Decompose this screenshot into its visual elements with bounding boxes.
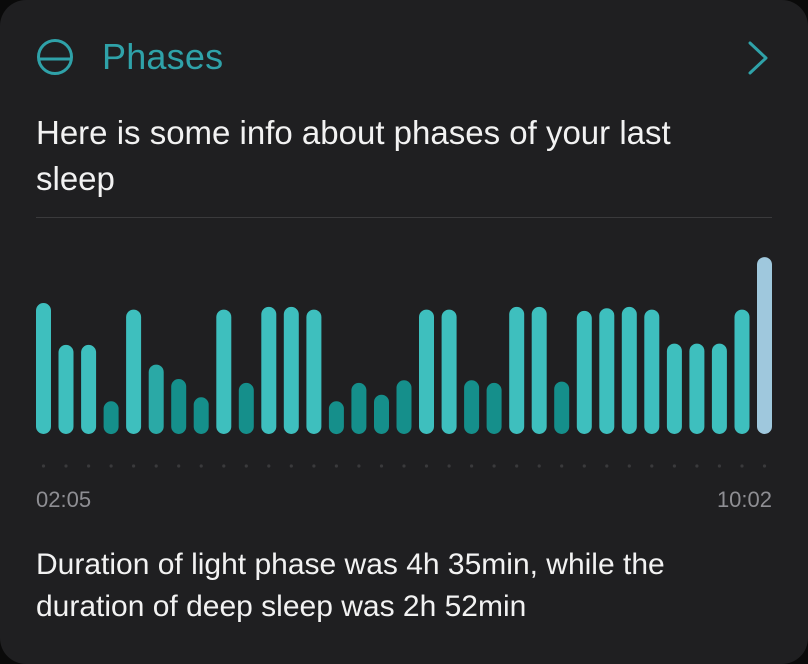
phase-bar-deep: [464, 380, 480, 434]
phase-bar-light: [419, 309, 434, 434]
timeline-tick: [132, 464, 136, 468]
timeline-tick: [267, 464, 271, 468]
timeline-tick: [312, 464, 316, 468]
phase-bar-light: [711, 343, 727, 434]
timeline-tick: [717, 464, 722, 468]
phase-bar-moderate: [148, 364, 164, 434]
timeline-tick: [289, 464, 293, 468]
phase-bar-awake: [757, 257, 772, 434]
phase-bar-deep: [374, 394, 389, 434]
phase-bar-light: [621, 306, 637, 434]
timeline-tick: [672, 464, 677, 468]
phase-bar-deep: [193, 397, 209, 434]
sleep-phase-chart: [36, 257, 772, 468]
divider: [36, 217, 772, 218]
timeline-tick: [560, 464, 564, 468]
phase-bar-light: [283, 306, 299, 434]
phase-bar-deep: [238, 382, 254, 434]
timeline-tick: [447, 464, 451, 468]
phase-bar-deep: [351, 382, 367, 434]
phase-bar-light: [509, 306, 525, 434]
timeline-tick: [379, 464, 384, 468]
phase-bar-deep: [103, 401, 119, 435]
phase-bar-light: [441, 309, 457, 434]
timeline-tick: [244, 464, 248, 468]
timeline-tick: [470, 464, 474, 468]
chart-start-time: 02:05: [36, 487, 92, 512]
phase-bar-deep: [554, 381, 570, 434]
timeline-tick: [695, 464, 699, 468]
timeline-tick: [605, 464, 609, 468]
phase-bar-deep: [396, 380, 412, 434]
timeline-tick: [87, 464, 91, 468]
timeline-tick: [357, 464, 361, 468]
timeline-tick: [515, 464, 519, 468]
timeline-tick: [762, 464, 767, 468]
timeline-tick: [627, 464, 631, 468]
phase-bar-light: [58, 344, 74, 434]
phase-bar-light: [81, 344, 97, 434]
timeline-tick: [537, 464, 541, 468]
card-title: Phases: [102, 36, 224, 77]
phase-bar-light: [666, 343, 682, 434]
phase-bar-deep: [328, 401, 344, 435]
timeline-tick: [424, 464, 429, 468]
phase-bar-light: [576, 310, 592, 434]
half-circle-icon: [37, 39, 73, 75]
timeline-tick: [154, 464, 158, 468]
timeline-tick: [222, 464, 226, 468]
timeline-tick: [199, 464, 203, 468]
timeline-tick: [177, 464, 181, 468]
phase-bar-light: [261, 306, 277, 434]
phase-bar-light: [306, 309, 322, 434]
phase-bar-deep: [171, 379, 187, 434]
card-header: Phases: [36, 34, 223, 80]
timeline-tick: [650, 464, 654, 468]
timeline-tick: [109, 464, 113, 468]
timeline-tick: [41, 464, 46, 468]
timeline-tick: [740, 464, 744, 468]
card-subtitle: Here is some info about phases of your l…: [36, 114, 671, 197]
phase-bar-light: [216, 309, 232, 434]
chevron-right-icon[interactable]: [746, 40, 770, 76]
phase-bar-light: [734, 309, 750, 434]
timeline-tick: [582, 464, 586, 468]
timeline-tick: [64, 464, 68, 468]
timeline-tick: [402, 464, 406, 468]
phase-bar-light: [644, 309, 660, 434]
phase-summary: Duration of light phase was 4h 35min, wh…: [36, 548, 665, 623]
phase-bar-light: [531, 306, 547, 434]
phase-bar-light: [36, 303, 51, 434]
chart-end-time: 10:02: [716, 487, 772, 512]
phase-bar-light: [599, 308, 615, 434]
phase-bar-light: [689, 343, 705, 434]
phase-bar-deep: [486, 382, 502, 434]
timeline-tick: [334, 464, 338, 468]
phase-bar-light: [126, 309, 142, 434]
timeline-tick: [492, 464, 496, 468]
